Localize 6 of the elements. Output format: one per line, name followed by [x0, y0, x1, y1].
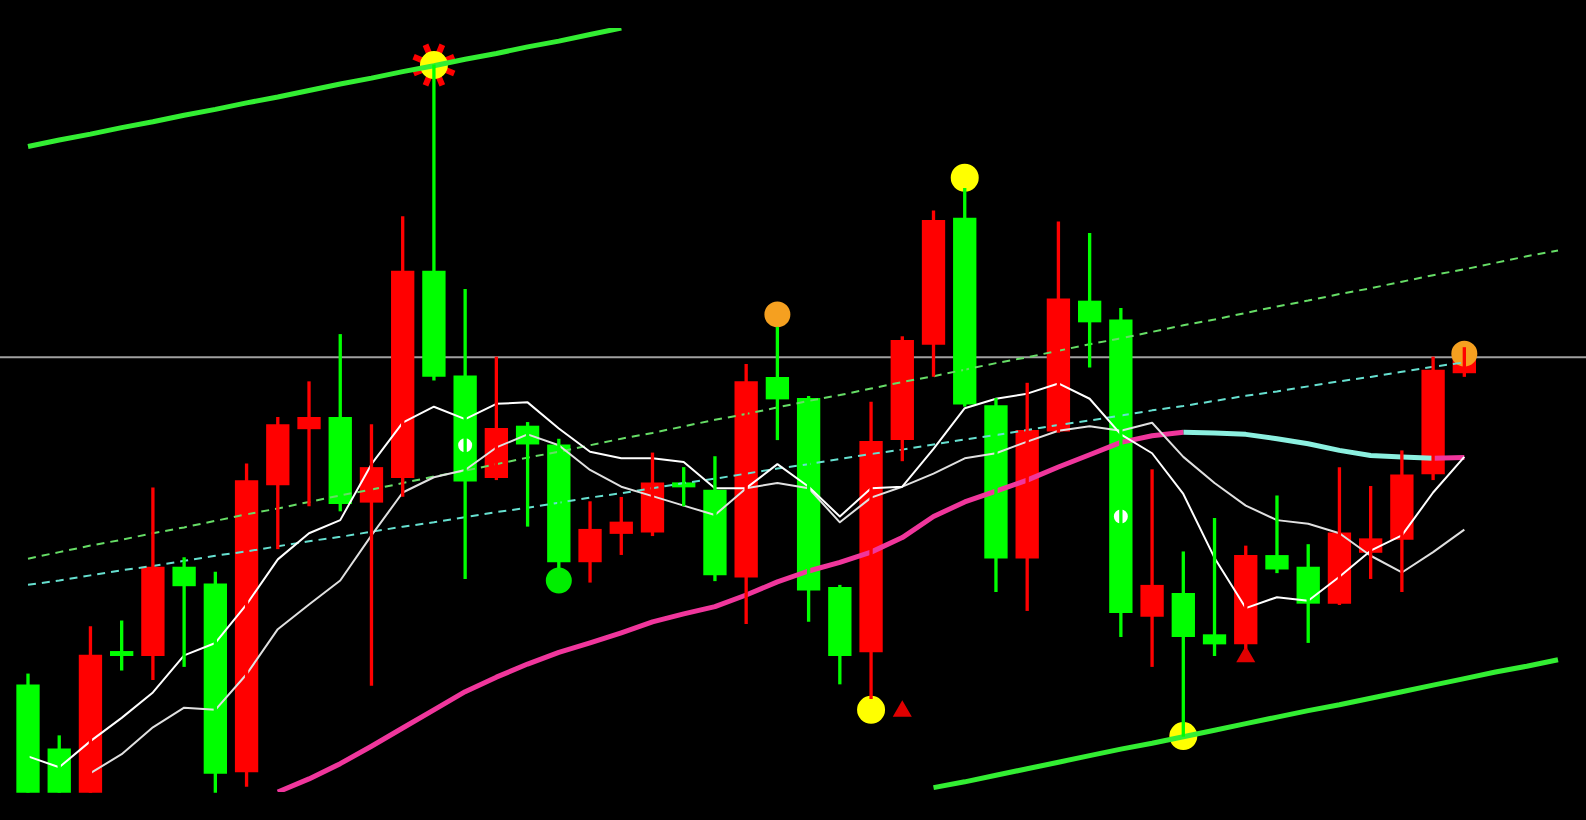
point: [857, 695, 886, 724]
point: [545, 567, 572, 594]
point: [764, 301, 791, 328]
point: [1236, 646, 1255, 663]
point: [893, 701, 912, 717]
point: [950, 163, 979, 192]
